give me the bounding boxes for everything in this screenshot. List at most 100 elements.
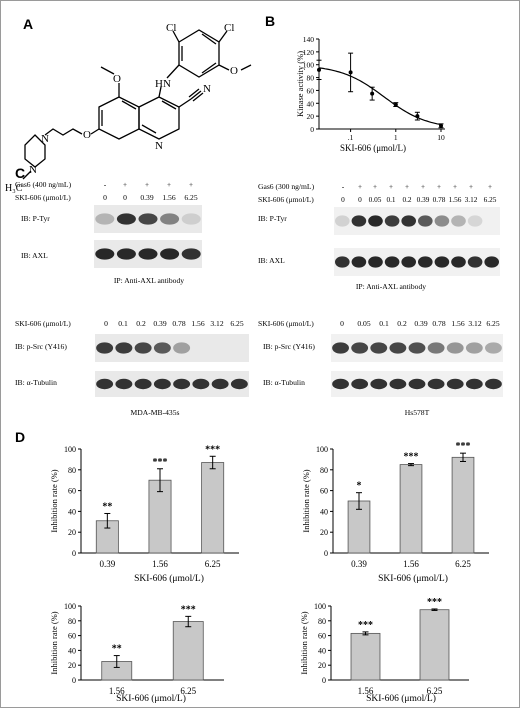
ski-value: 0.39 [417,195,430,204]
tubulin-blot-left-band [211,378,229,390]
oxygen-label: O [83,129,91,141]
tubulin-blot-right-band [446,378,464,390]
axl-blot-right-band [401,256,417,268]
fit-curve [318,67,442,126]
y-axis-label: Inhibition rate (%) [299,611,309,674]
y-axis-label: Inhibition rate (%) [301,469,311,532]
aniline-ring [178,29,220,78]
methoxy-bond [240,64,252,71]
ski-value: 1.56 [162,193,175,202]
nitrogen-label: N [203,83,211,95]
y-tick-label: 60 [68,487,76,496]
cl-label: Cl [166,22,176,34]
x-tick-label: 1.56 [152,559,168,569]
nitrile-triple-bond [190,90,202,100]
ski-value: 0 [358,195,362,204]
quinoline-double-bond [161,100,177,110]
axl-blot-left [94,240,202,268]
y-axis-label: Kinase activity (%) [295,51,305,117]
y-tick-label: 0 [324,549,328,558]
axl-blot-left-band [95,248,115,260]
y-tick-label: 40 [68,507,76,516]
x-axis-label: SKI-606 (μmol/L) [366,693,436,704]
ski-value: 0 [123,193,127,202]
gas6-value: + [453,182,457,191]
axl-blot-right-band [384,256,400,268]
ib-label: IB: P-Tyr [21,214,50,223]
tubulin-blot-right-band [427,378,445,390]
psrc-blot-right-band [446,342,464,354]
significance-marker: *** [181,604,196,615]
ski-value: 0.2 [136,319,146,328]
y-tick-label: 120 [303,48,315,57]
psrc-blot-right [331,334,503,362]
pyridine-ring [138,96,180,140]
data-point [439,123,443,128]
y-tick-label: 60 [68,632,76,641]
ski-value: 3.12 [465,195,478,204]
x-tick-label: 0.39 [351,559,367,569]
ptyr-blot-left-band [95,213,115,225]
x-axis-label: SKI-606 (μmol/L) [116,693,186,704]
axl-blot-right-band [334,256,350,268]
oxygen-label: O [113,73,121,85]
ptyr-blot-right-band [434,215,450,227]
y-tick-label: 0 [322,676,326,685]
tubulin-blot-right-band [465,378,483,390]
panel-label-a: A [23,16,33,32]
ptyr-blot-right-band [334,215,350,227]
gas6-value: + [189,180,193,189]
y-tick-label: 20 [318,661,326,670]
gas6-value: + [469,182,473,191]
ski-value: 1.56 [191,319,204,328]
cell-line-label: Hs578T [405,408,430,417]
nitrile-triple-bond [188,88,200,98]
quinoline-double-bond [121,100,137,110]
ski-value: 6.25 [484,195,497,204]
gas6-value: + [167,180,171,189]
psrc-blot-left [95,334,249,362]
nitrogen-label: N [41,133,49,145]
ptyr-blot-right-band [368,215,383,227]
data-point [317,67,321,72]
ski-label: SKI-606 (μmol/L) [258,195,314,204]
axl-blot-right-band [434,256,450,268]
panel-label-b: B [265,13,275,29]
y-tick-label: 140 [303,35,315,44]
psrc-blot-right-band [427,342,445,354]
benzo-ring [98,96,140,140]
ptyr-blot-right-band [384,215,400,227]
x-axis-label: SKI-606 (μmol/L) [340,143,406,153]
y-tick-label: 20 [320,528,328,537]
aniline-double-bond [201,62,217,74]
gas6-value: - [104,180,107,189]
y-axis-label: Inhibition rate (%) [49,611,59,674]
gas6-label: Gas6 (400 ng/mL) [15,180,72,189]
y-tick-label: 20 [68,661,76,670]
y-tick-label: 100 [64,445,76,454]
significance-marker: *** [404,452,419,463]
tubulin-blot-right-band [332,378,349,390]
y-tick-label: 40 [68,646,76,655]
data-point [370,91,375,96]
ski-value: 0.1 [379,319,389,328]
psrc-blot-left-band [115,342,133,354]
ski-label: SKI-606 (μmol/L) [258,319,314,328]
gas6-value: + [123,180,127,189]
gas6-value: + [405,182,409,191]
psrc-blot-left-band [134,342,152,354]
ski-value: 0.2 [397,319,407,328]
y-tick-label: 80 [307,74,315,83]
tubulin-blot-left [95,371,249,397]
ski-value: 0.1 [118,319,128,328]
gas6-value: + [488,182,492,191]
ski-value: 0.05 [357,319,370,328]
y-tick-label: 20 [68,528,76,537]
psrc-blot-right-band [389,342,407,354]
psrc-blot-left-band [173,342,191,354]
gas6-label: Gas6 (300 ng/mL) [258,182,315,191]
y-tick-label: 60 [320,487,328,496]
tubulin-blot-left-band [96,378,114,390]
tubulin-blot-left-band [134,378,152,390]
